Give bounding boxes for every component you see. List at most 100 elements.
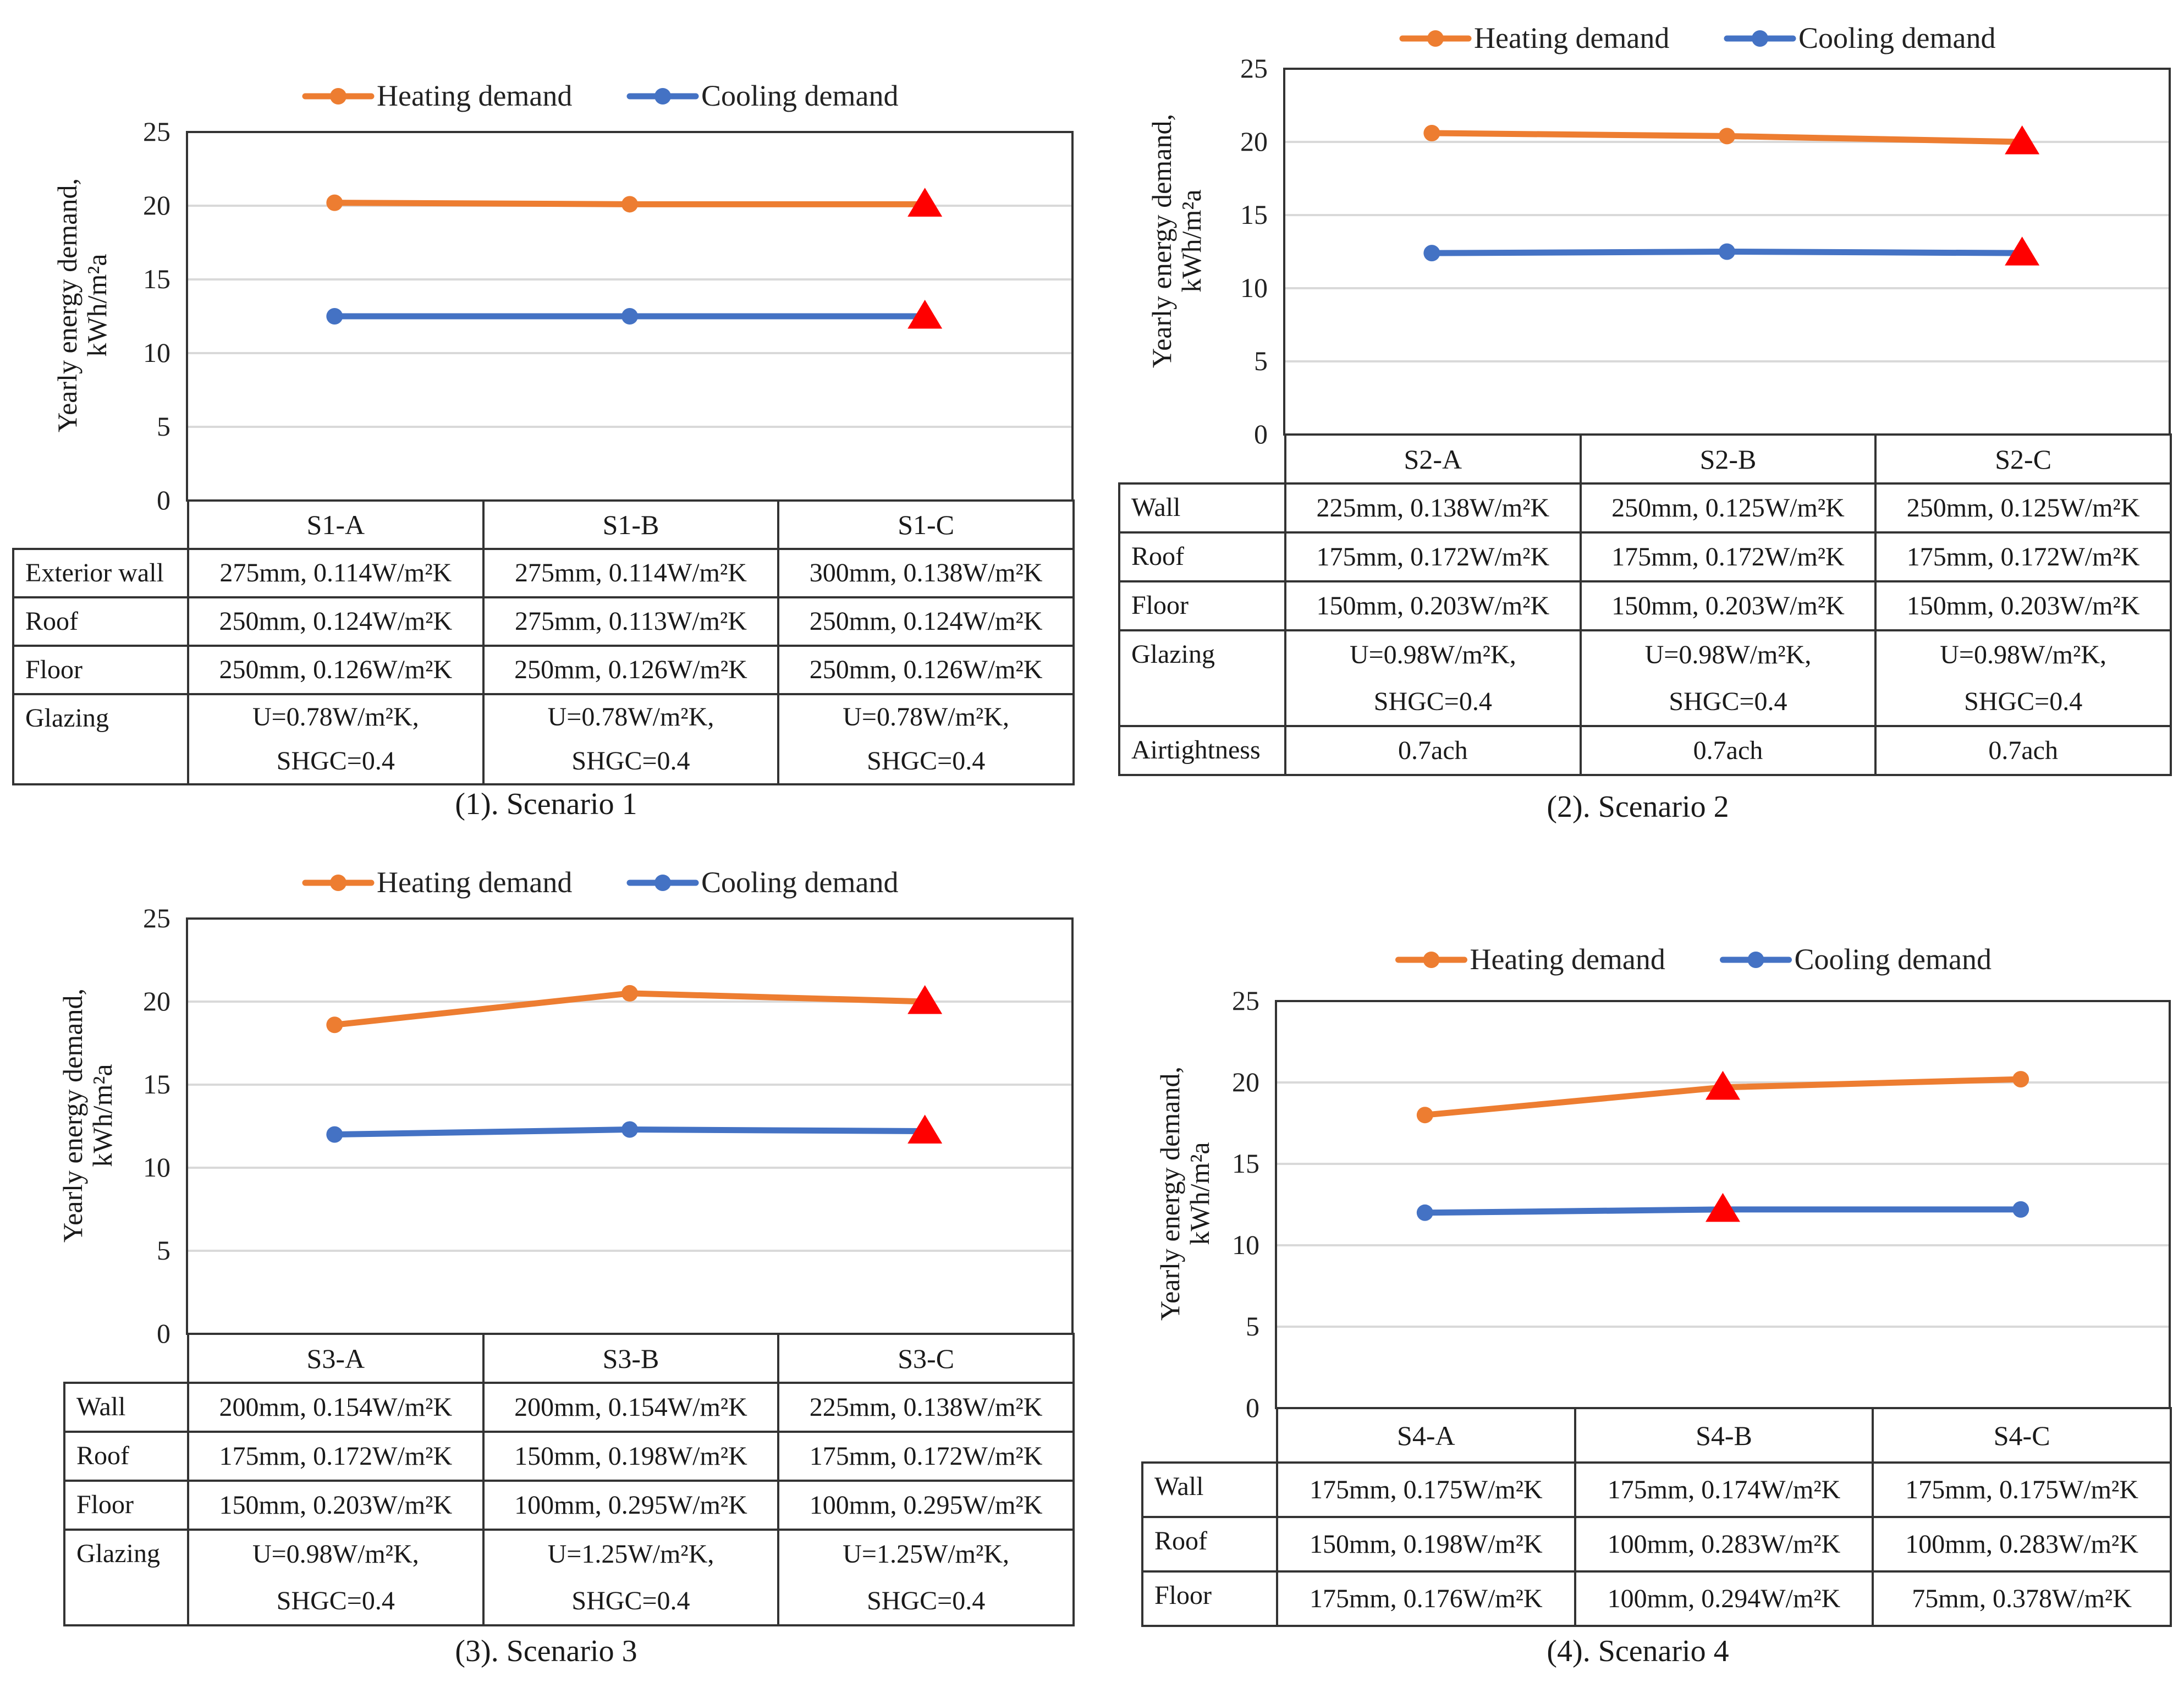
table-row: Roof 175mm, 0.172W/m²K 150mm, 0.198W/m²K 17… <box>63 1431 1075 1482</box>
table-cell-line: SHGC=0.4 <box>1964 687 2083 716</box>
y-tick-label: 10 <box>1240 272 1268 303</box>
table-cell-line: U=0.98W/m²K, <box>252 1540 419 1569</box>
heating-data-point <box>1719 128 1735 145</box>
table-cell: 100mm, 0.295W/m²K <box>777 1480 1075 1531</box>
cooling-data-point <box>326 1126 343 1143</box>
category-label: S4-C <box>1872 1407 2172 1464</box>
table-cell-line: 0.7ach <box>1693 736 1763 765</box>
table-corner <box>64 1334 189 1384</box>
table-cell: 150mm, 0.198W/m²K <box>482 1431 780 1482</box>
heating-data-point <box>1423 125 1440 142</box>
y-tick-label: 5 <box>157 411 170 442</box>
table-row: Floor 175mm, 0.176W/m²K 100mm, 0.294W/m²K 7… <box>1141 1570 2172 1627</box>
table-header-row: S4-A S4-B S4-C <box>1142 1407 2172 1464</box>
cooling-legend-marker <box>1747 952 1764 968</box>
table-row-label: Roof <box>63 1431 189 1482</box>
table-cell-line: 150mm, 0.203W/m²K <box>1611 591 1845 620</box>
heating-highlight-marker <box>2005 125 2040 155</box>
heating-highlight-marker <box>907 985 943 1014</box>
y-tick-label: 25 <box>1240 53 1268 84</box>
table-cell-line: 175mm, 0.176W/m²K <box>1309 1584 1543 1613</box>
table-cell-line: 275mm, 0.114W/m²K <box>515 558 747 587</box>
y-tick-label: 25 <box>143 116 170 147</box>
table-row: Floor 150mm, 0.203W/m²K 150mm, 0.203W/m²K 1… <box>1118 580 2172 631</box>
cooling-data-point <box>1416 1204 1433 1221</box>
table-cell: 100mm, 0.283W/m²K <box>1872 1516 2172 1573</box>
table-cell: U=0.98W/m²K, SHGC=0.4 <box>1874 629 2172 727</box>
y-tick-label: 10 <box>143 1152 170 1183</box>
table-cell-line: SHGC=0.4 <box>867 1586 986 1615</box>
table-row: Floor 250mm, 0.126W/m²K 250mm, 0.126W/m²K 2… <box>12 645 1075 695</box>
table-cell: 175mm, 0.172W/m²K <box>777 1431 1075 1482</box>
y-tick-label: 5 <box>1254 345 1268 376</box>
data-table-1: S1-A S1-B S1-C Exterior wall 275mm, 0.114W/m… <box>12 499 1075 785</box>
y-axis-label-line2: kWh/m²a <box>1184 1142 1215 1245</box>
table-corner <box>13 501 189 550</box>
table-cell: 175mm, 0.172W/m²K <box>1579 531 1877 582</box>
table-row-label: Floor <box>12 645 189 695</box>
table-row: Glazing U=0.98W/m²K, SHGC=0.4 U=0.98W/m²K, S… <box>1118 629 2172 727</box>
table-cell: 150mm, 0.198W/m²K <box>1276 1516 1576 1573</box>
cooling-data-point <box>2012 1201 2029 1218</box>
table-cell: U=0.98W/m²K, SHGC=0.4 <box>1579 629 1877 727</box>
table-cell-line: 150mm, 0.203W/m²K <box>1316 591 1550 620</box>
table-cell: 250mm, 0.126W/m²K <box>187 645 485 695</box>
scenario-caption: (3). Scenario 3 <box>455 1634 637 1668</box>
data-table-3: S3-A S3-B S3-C Wall 200mm, 0.154W/m²K 200mm, … <box>63 1333 1075 1626</box>
heating-highlight-marker <box>1706 1070 1740 1100</box>
table-cell-line: 250mm, 0.126W/m²K <box>514 655 747 684</box>
cooling-legend-label: Cooling demand <box>701 866 898 899</box>
cooling-highlight-marker <box>2005 237 2040 266</box>
table-cell-line: 225mm, 0.138W/m²K <box>1316 493 1550 523</box>
table-cell-line: 250mm, 0.125W/m²K <box>1906 493 2140 523</box>
table-row: Airtightness 0.7ach 0.7ach 0.7ach <box>1118 725 2172 776</box>
table-row: Roof 150mm, 0.198W/m²K 100mm, 0.283W/m²K 10… <box>1141 1516 2172 1573</box>
table-row-label: Roof <box>12 596 189 647</box>
table-cell: 0.7ach <box>1284 725 1582 776</box>
table-row-label: Airtightness <box>1118 725 1286 776</box>
cooling-legend-item: Cooling demand <box>626 866 898 899</box>
y-tick-label: 15 <box>1240 199 1268 230</box>
table-row-label: Glazing <box>12 693 189 785</box>
table-row-label: Floor <box>1118 580 1286 631</box>
table-cell: 175mm, 0.174W/m²K <box>1574 1461 1874 1518</box>
cooling-legend-item: Cooling demand <box>1724 21 1995 54</box>
data-table-4: S4-A S4-B S4-C Wall 175mm, 0.175W/m²K 175mm, … <box>1141 1407 2172 1627</box>
heating-legend-item: Heating demand <box>302 79 572 112</box>
table-cell: U=0.78W/m²K, SHGC=0.4 <box>482 693 780 785</box>
table-row-label: Floor <box>63 1480 189 1531</box>
y-tick-label: 20 <box>143 986 170 1016</box>
table-header-row: S1-A S1-B S1-C <box>13 499 1075 550</box>
category-label: S4-A <box>1276 1407 1576 1464</box>
table-cell: U=0.98W/m²K, SHGC=0.4 <box>187 1529 485 1626</box>
cooling-highlight-marker <box>907 1114 943 1144</box>
table-cell-line: 175mm, 0.172W/m²K <box>219 1442 453 1471</box>
y-tick-label: 25 <box>143 903 170 933</box>
table-cell: U=0.98W/m²K, SHGC=0.4 <box>1284 629 1582 727</box>
table-cell-line: SHGC=0.4 <box>1373 687 1492 716</box>
cooling-data-point <box>1423 245 1440 262</box>
table-cell: 275mm, 0.114W/m²K <box>482 548 780 598</box>
table-cell-line: U=0.78W/m²K, <box>843 702 1010 732</box>
cooling-legend-label: Cooling demand <box>701 79 898 112</box>
table-cell: 200mm, 0.154W/m²K <box>187 1382 485 1433</box>
y-tick-label: 20 <box>1232 1067 1259 1097</box>
table-cell: U=1.25W/m²K, SHGC=0.4 <box>777 1529 1075 1626</box>
table-cell-line: 100mm, 0.294W/m²K <box>1607 1584 1841 1613</box>
cooling-highlight-marker <box>1706 1192 1740 1222</box>
table-cell: 225mm, 0.138W/m²K <box>777 1382 1075 1433</box>
table-cell: 175mm, 0.176W/m²K <box>1276 1570 1576 1627</box>
category-label: S3-C <box>777 1333 1075 1384</box>
y-tick-label: 10 <box>143 337 170 368</box>
heating-legend-label: Heating demand <box>377 79 572 112</box>
table-cell: 0.7ach <box>1579 725 1877 776</box>
table-cell-line: 75mm, 0.378W/m²K <box>1912 1584 2132 1613</box>
table-cell: 175mm, 0.172W/m²K <box>187 1431 485 1482</box>
table-header-row: S3-A S3-B S3-C <box>64 1333 1075 1384</box>
heating-legend-item: Heating demand <box>1399 21 1669 54</box>
y-tick-label: 5 <box>1246 1311 1259 1342</box>
table-cell: 150mm, 0.203W/m²K <box>1284 580 1582 631</box>
heating-legend-label: Heating demand <box>377 866 572 899</box>
table-cell-line: 250mm, 0.126W/m²K <box>809 655 1043 684</box>
table-row: Exterior wall 275mm, 0.114W/m²K 275mm, 0.1… <box>12 548 1075 598</box>
